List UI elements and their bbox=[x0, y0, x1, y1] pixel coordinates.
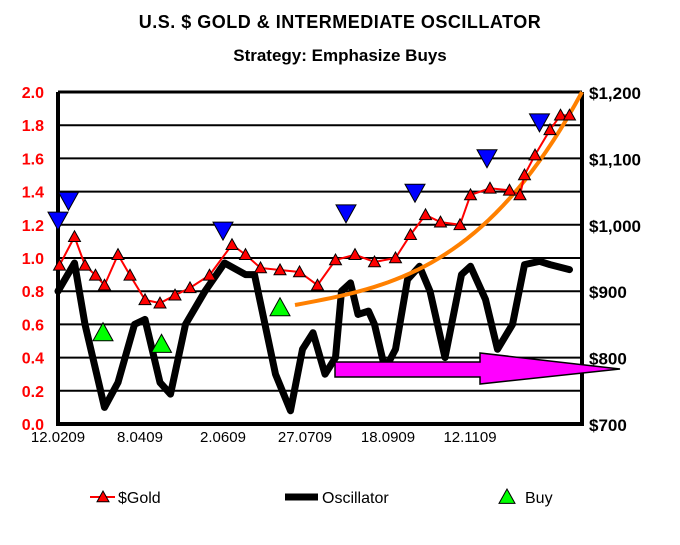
buy-marker bbox=[150, 333, 173, 353]
gold-marker bbox=[433, 215, 448, 228]
gold-marker bbox=[517, 167, 532, 181]
x-tick-label: 8.0409 bbox=[117, 429, 163, 446]
gold-marker bbox=[553, 108, 568, 121]
gold-marker bbox=[78, 258, 92, 271]
gold-marker bbox=[273, 262, 287, 276]
gold-marker bbox=[528, 148, 542, 161]
left-tick-label: 1.0 bbox=[22, 251, 44, 268]
x-tick-label: 12.1109 bbox=[443, 429, 496, 446]
gold-marker bbox=[483, 181, 497, 194]
left-tick-label: 1.6 bbox=[22, 151, 44, 168]
sell-marker bbox=[212, 221, 234, 242]
gold-marker bbox=[238, 247, 253, 260]
x-tick-label: 12.0209 bbox=[31, 429, 85, 446]
gold-marker bbox=[453, 217, 467, 231]
left-tick-label: 0.2 bbox=[22, 384, 44, 401]
right-tick-label: $700 bbox=[589, 416, 627, 435]
gold-marker bbox=[463, 187, 478, 201]
gold-marker bbox=[543, 122, 557, 136]
gold-marker bbox=[562, 108, 577, 121]
right-tick-label: $800 bbox=[589, 350, 627, 369]
sell-marker bbox=[335, 204, 357, 224]
gold-marker bbox=[202, 268, 217, 281]
right-tick-label: $1,200 bbox=[589, 84, 641, 103]
gold-marker bbox=[388, 250, 403, 264]
gold-marker bbox=[418, 207, 433, 221]
gold-marker bbox=[502, 183, 517, 196]
buy-marker bbox=[269, 296, 291, 317]
gold-marker bbox=[88, 268, 103, 281]
sell-marker bbox=[47, 211, 69, 232]
left-tick-label: 0.6 bbox=[22, 317, 44, 334]
gold-marker bbox=[253, 260, 268, 274]
legend-buy-marker bbox=[498, 487, 516, 504]
right-tick-label: $1,100 bbox=[589, 150, 641, 169]
gold-marker bbox=[153, 296, 167, 309]
gold-marker bbox=[403, 227, 418, 241]
chart-subtitle: Strategy: Emphasize Buys bbox=[233, 46, 447, 65]
x-tick-label: 2.0609 bbox=[200, 429, 246, 446]
gold-marker bbox=[292, 264, 307, 278]
sell-marker bbox=[476, 149, 498, 169]
gold-marker bbox=[310, 278, 325, 291]
gold-marker bbox=[123, 268, 137, 281]
legend-gold-label: $Gold bbox=[118, 490, 161, 507]
left-tick-label: 0.4 bbox=[22, 351, 44, 368]
gold-line bbox=[58, 114, 570, 305]
x-tick-label: 27.0709 bbox=[278, 429, 332, 446]
gold-marker bbox=[52, 258, 67, 271]
sell-marker bbox=[57, 191, 80, 212]
gold-marker bbox=[111, 247, 125, 260]
right-tick-label: $1,000 bbox=[589, 217, 641, 236]
right-tick-label: $900 bbox=[589, 283, 627, 302]
trend-curve bbox=[294, 91, 584, 307]
gold-marker bbox=[367, 254, 382, 268]
gold-marker bbox=[67, 229, 82, 243]
gold-marker bbox=[138, 292, 152, 306]
legend-oscillator-label: Oscillator bbox=[322, 490, 389, 507]
x-tick-label: 18.0909 bbox=[361, 429, 415, 446]
legend-buy-label: Buy bbox=[525, 490, 553, 507]
gold-marker bbox=[183, 280, 197, 294]
left-tick-label: 0.0 bbox=[22, 417, 44, 434]
gold-marker bbox=[168, 288, 182, 301]
legend-gold-marker bbox=[96, 489, 110, 503]
gold-marker bbox=[225, 237, 239, 251]
sell-marker bbox=[528, 113, 551, 133]
left-tick-label: 1.8 bbox=[22, 118, 44, 135]
arrow-annotation bbox=[334, 352, 621, 385]
chart-title: U.S. $ GOLD & INTERMEDIATE OSCILLATOR bbox=[138, 12, 542, 32]
gold-marker bbox=[513, 187, 527, 201]
gold-marker bbox=[348, 247, 362, 260]
gold-marker bbox=[328, 252, 343, 266]
left-tick-label: 2.0 bbox=[22, 85, 44, 102]
gold-marker bbox=[97, 278, 112, 291]
left-tick-label: 1.4 bbox=[22, 185, 44, 202]
sell-marker bbox=[404, 183, 426, 204]
left-tick-label: 0.8 bbox=[22, 284, 44, 301]
buy-marker bbox=[92, 321, 114, 342]
left-tick-label: 1.2 bbox=[22, 218, 44, 235]
